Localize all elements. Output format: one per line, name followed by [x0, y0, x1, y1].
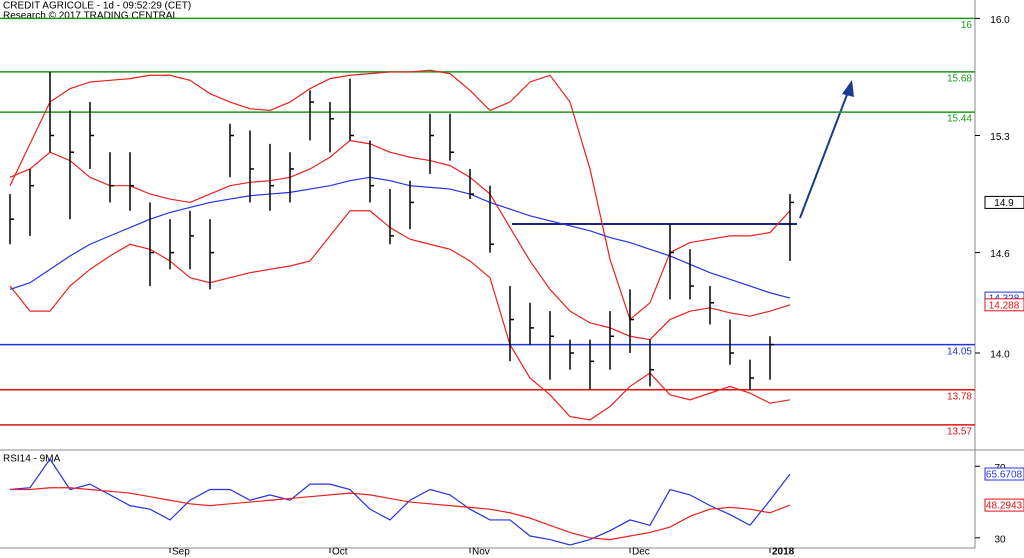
series-line	[9, 139, 791, 341]
x-tick-label: 2018	[772, 547, 795, 558]
level-label: 14.05	[947, 346, 972, 357]
last-value-label: 14.288	[989, 300, 1020, 311]
y-tick-label: 16.0	[990, 15, 1010, 26]
last-value-badge	[984, 298, 1024, 312]
series-line	[9, 176, 791, 299]
x-tick-label: Nov	[472, 547, 490, 558]
level-label: 15.68	[947, 74, 972, 85]
last-value-badge	[984, 498, 1024, 512]
arrow-line	[799, 91, 849, 219]
last-value-label: 48.2943	[986, 501, 1023, 512]
level-label: 13.57	[947, 427, 972, 438]
x-tick-label: Dec	[632, 547, 650, 558]
last-value-label: 65.6708	[986, 470, 1023, 481]
last-value-badge	[984, 467, 1024, 481]
y-tick-label: 14.0	[990, 350, 1010, 361]
chart-subtitle: Research © 2017 TRADING CENTRAL	[3, 11, 178, 22]
series-line	[9, 210, 791, 421]
level-label: 15.44	[947, 114, 972, 125]
chart-title: CREDIT AGRICOLE - 1d - 09:52:29 (CET)	[3, 1, 191, 12]
series-line	[9, 69, 791, 321]
last-value-label: 14.9	[994, 198, 1014, 209]
level-label: 13.78	[947, 391, 972, 402]
x-tick-label: Oct	[332, 547, 348, 558]
series-line	[9, 458, 791, 546]
y-tick-label: 15.3	[990, 132, 1010, 143]
rsi-title: RSI14 - 9MA	[3, 454, 61, 465]
y-tick-label: 30	[994, 534, 1006, 545]
y-tick-label: 14.6	[990, 249, 1010, 260]
last-value-badge	[984, 195, 1024, 209]
level-label: 16	[961, 20, 973, 31]
x-tick-label: Sep	[172, 547, 190, 558]
series-line	[10, 487, 791, 541]
arrow-head	[842, 80, 854, 97]
